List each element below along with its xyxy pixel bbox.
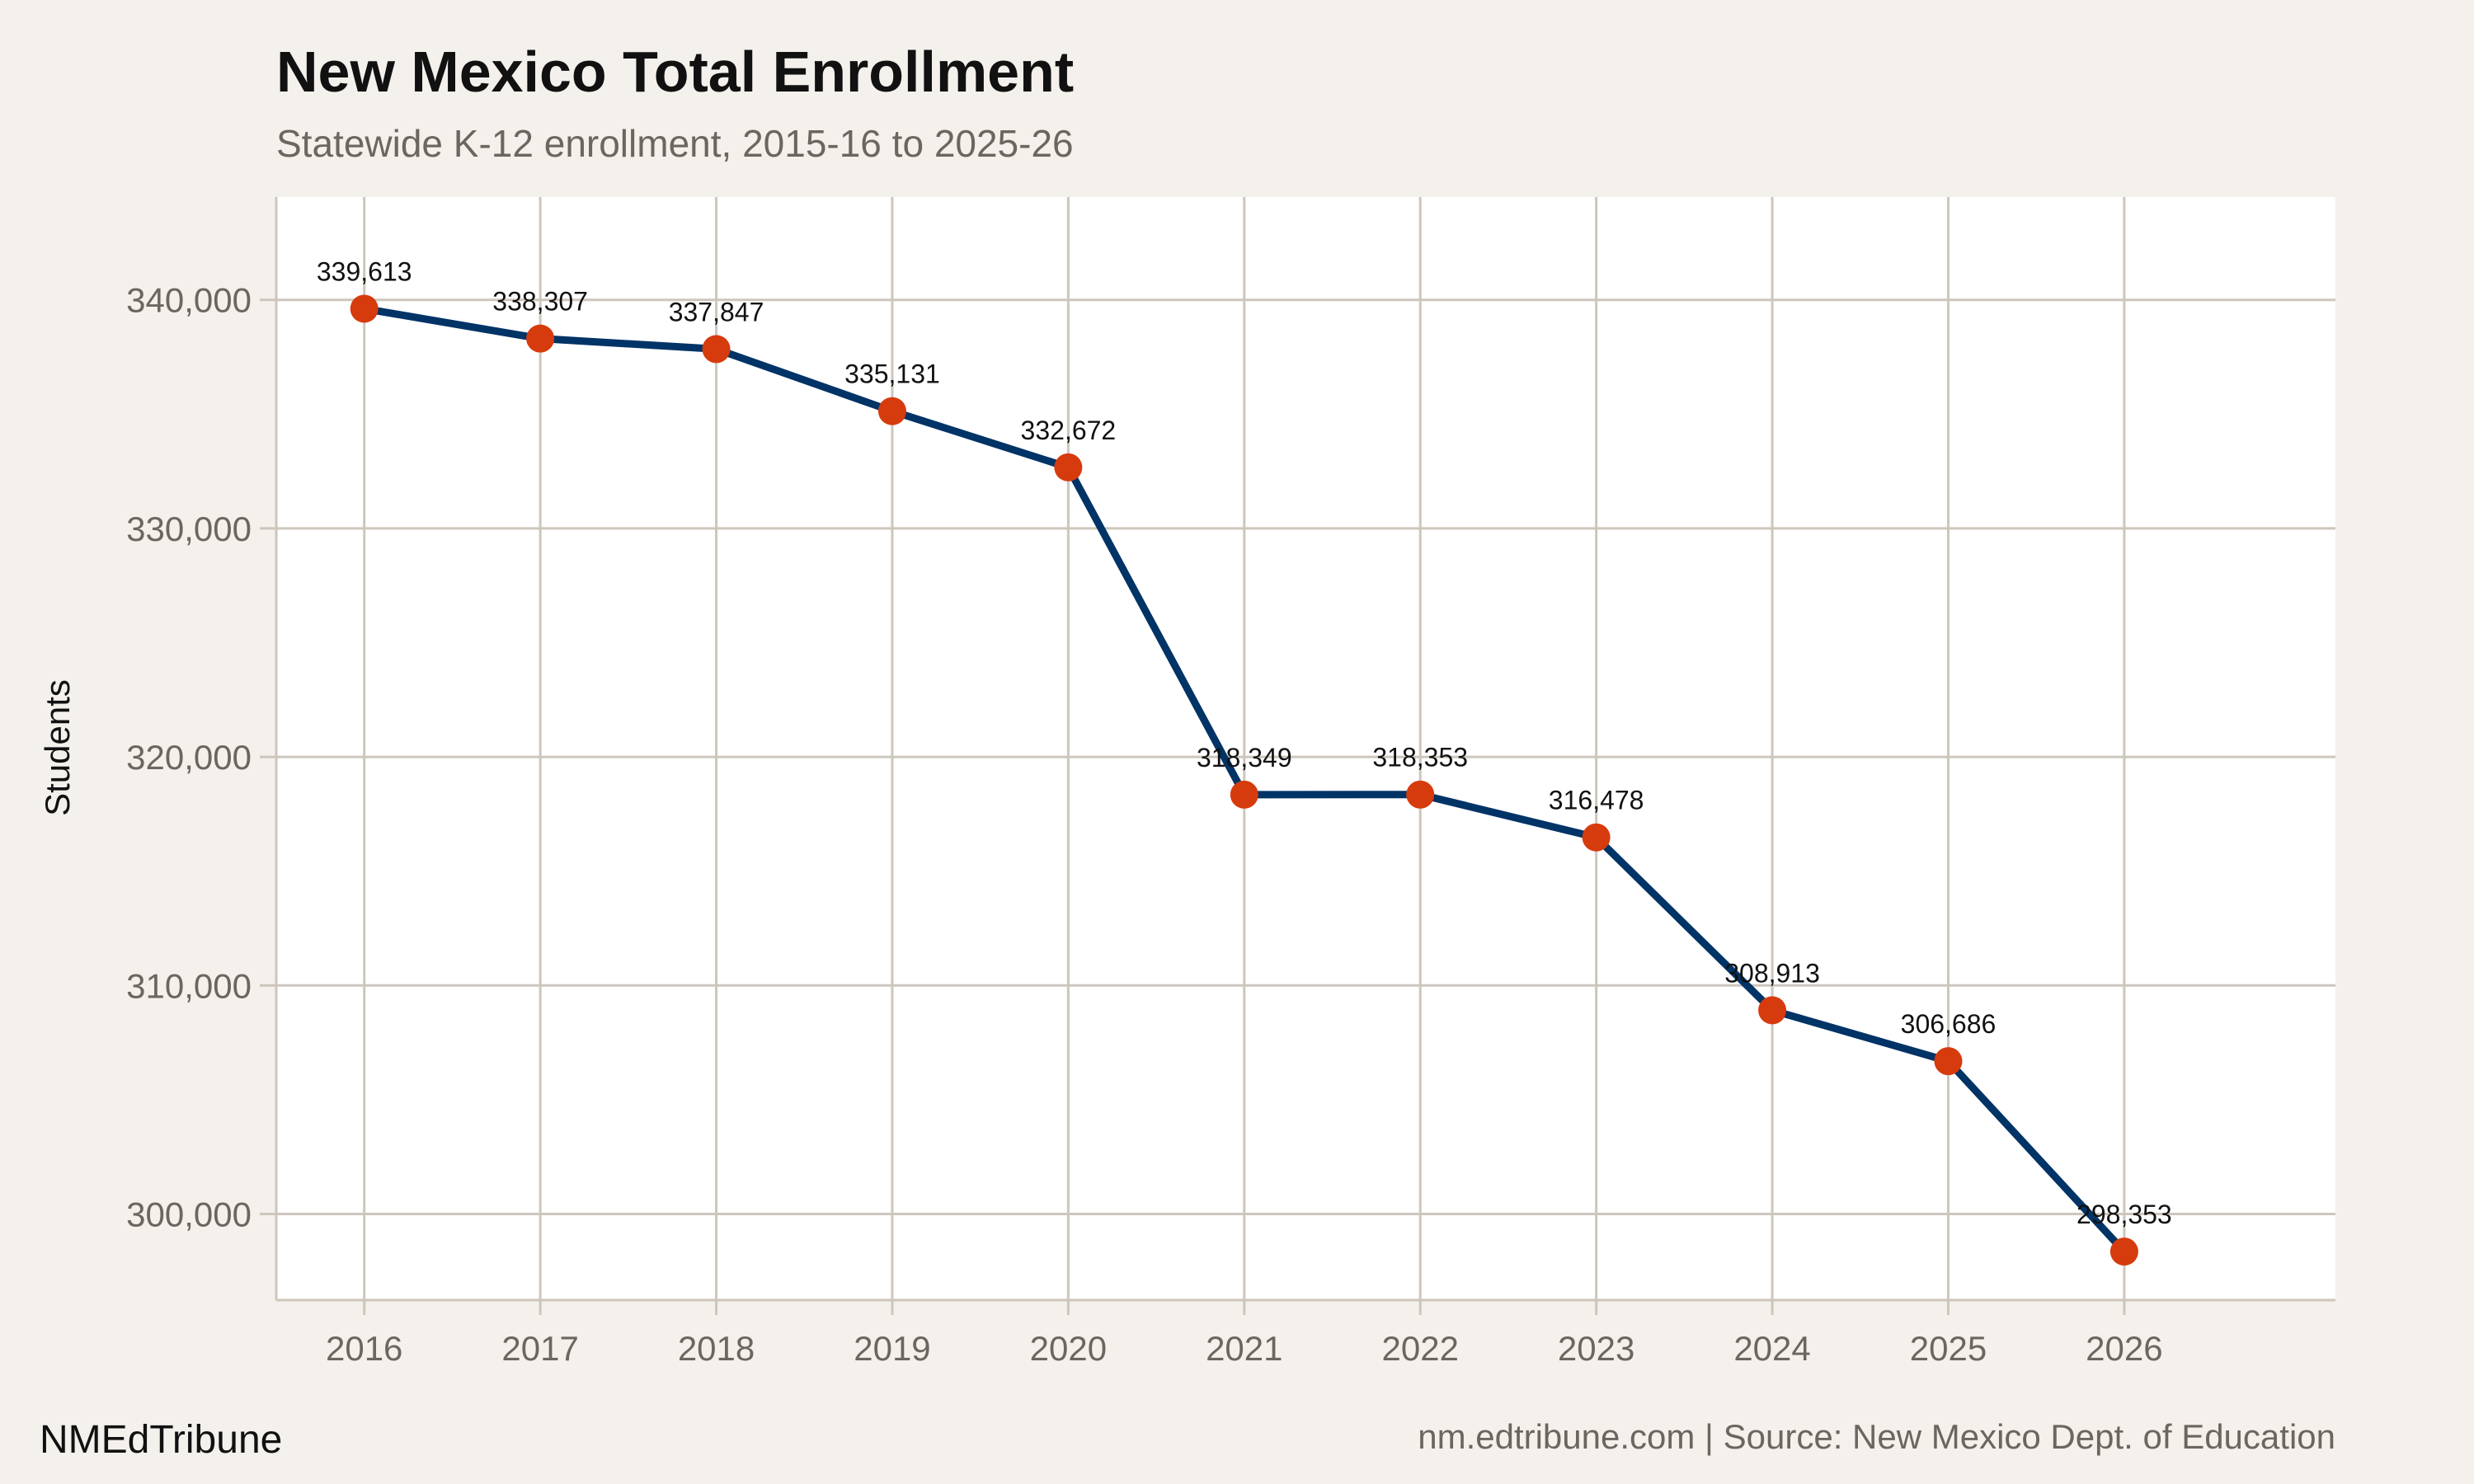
x-tick-labels: 2016 2017 2018 2019 2020 2021 2022 2023 2024 2025… bbox=[326, 1329, 2163, 1368]
y-tick-label: 330,000 bbox=[126, 510, 252, 548]
data-label: 318,349 bbox=[1197, 743, 1292, 773]
x-tick-label: 2023 bbox=[1558, 1329, 1634, 1368]
brand-label: NMEdTribune bbox=[40, 1418, 282, 1462]
data-labels: 339,613 338,307 337,847 335,131 332,672 318,3… bbox=[317, 256, 2172, 1229]
x-tick-label: 2024 bbox=[1733, 1329, 1810, 1368]
data-point bbox=[1934, 1047, 1963, 1076]
data-point bbox=[1406, 780, 1435, 809]
data-point bbox=[877, 397, 906, 425]
data-point bbox=[350, 294, 379, 323]
data-label: 339,613 bbox=[317, 256, 412, 286]
x-tick-label: 2018 bbox=[678, 1329, 755, 1368]
y-tick-label: 300,000 bbox=[126, 1195, 252, 1233]
data-label: 308,913 bbox=[1724, 958, 1820, 988]
data-point bbox=[2109, 1237, 2138, 1266]
x-tick-label: 2019 bbox=[854, 1329, 930, 1368]
y-tick-label: 320,000 bbox=[126, 738, 252, 777]
data-label: 298,353 bbox=[2077, 1200, 2172, 1229]
x-tick-label: 2016 bbox=[326, 1329, 402, 1368]
data-point bbox=[1054, 453, 1083, 481]
y-tick-label: 310,000 bbox=[126, 966, 252, 1005]
chart-subtitle: Statewide K-12 enrollment, 2015-16 to 20… bbox=[276, 122, 1074, 165]
chart-title: New Mexico Total Enrollment bbox=[276, 40, 1074, 104]
x-tick-label: 2026 bbox=[2086, 1329, 2162, 1368]
source-note: nm.edtribune.com | Source: New Mexico De… bbox=[1418, 1417, 2335, 1456]
data-point bbox=[1758, 996, 1787, 1025]
data-points bbox=[350, 294, 2138, 1266]
y-tick-label: 340,000 bbox=[126, 281, 252, 320]
x-tick-label: 2025 bbox=[1910, 1329, 1987, 1368]
data-label: 335,131 bbox=[844, 359, 940, 389]
x-tick-label: 2022 bbox=[1382, 1329, 1459, 1368]
data-label: 337,847 bbox=[669, 297, 764, 326]
x-tick-label: 2021 bbox=[1206, 1329, 1282, 1368]
data-point bbox=[526, 324, 555, 353]
data-label: 332,672 bbox=[1021, 416, 1117, 445]
data-point bbox=[702, 335, 731, 364]
y-axis-label: Students bbox=[38, 679, 77, 816]
data-point bbox=[1582, 823, 1611, 852]
data-label: 316,478 bbox=[1549, 786, 1644, 815]
x-tick-label: 2017 bbox=[501, 1329, 578, 1368]
y-tick-labels: 300,000 310,000 320,000 330,000 340,000 bbox=[126, 281, 252, 1234]
data-label: 338,307 bbox=[492, 287, 588, 317]
data-point bbox=[1230, 780, 1258, 809]
data-label: 306,686 bbox=[1901, 1009, 1997, 1039]
plot-panel bbox=[276, 197, 2335, 1298]
data-label: 318,353 bbox=[1372, 743, 1468, 773]
gridlines bbox=[260, 197, 2335, 1315]
x-tick-label: 2020 bbox=[1030, 1329, 1107, 1368]
